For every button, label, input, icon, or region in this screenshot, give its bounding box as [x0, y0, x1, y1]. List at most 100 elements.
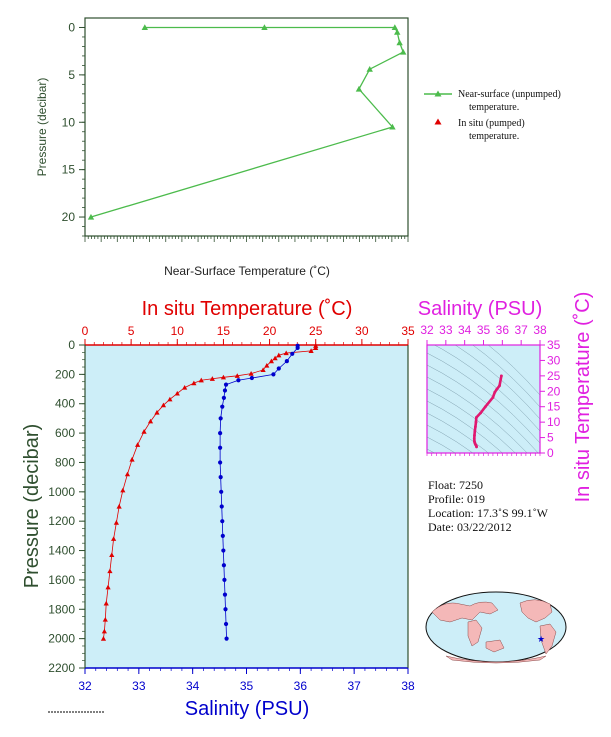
ts-density-contour: [427, 352, 540, 444]
float-position-marker: ★: [537, 634, 545, 644]
pressure-tick-label: 400: [55, 397, 75, 411]
near-surface-y-tick-label: 20: [62, 210, 76, 224]
salinity-point: [218, 445, 223, 450]
salinity-point: [221, 548, 226, 553]
temperature-axis-title: In situ Temperature (˚C): [142, 298, 353, 320]
salinity-point: [222, 577, 227, 583]
ts-temperature-tick-label: 25: [547, 369, 561, 383]
temperature-point: [113, 520, 119, 525]
profile-date: Date: 03/22/2012: [428, 520, 512, 534]
temperature-point: [209, 376, 215, 381]
near-surface-point: [366, 65, 373, 72]
salinity-point: [219, 489, 224, 494]
ts-density-contour: [427, 364, 539, 453]
salinity-tick-label: 33: [132, 679, 146, 693]
temperature-point: [147, 418, 154, 424]
temperature-point: [276, 352, 282, 358]
ts-density-contour: [434, 345, 540, 432]
temperature-tick-label: 25: [309, 324, 323, 338]
salinity-tick-label: 38: [401, 679, 415, 693]
temperature-point: [167, 396, 173, 402]
temperature-point: [141, 429, 147, 434]
map-eurasia: [431, 601, 499, 623]
ts-salinity-tick-label: 33: [439, 323, 453, 337]
float-info: Float: 7250 Profile: 019 Location: 17.3˚…: [428, 478, 549, 534]
near-surface-legend: Near-surface (unpumped) temperature. In …: [424, 89, 561, 142]
ts-density-contour: [454, 345, 540, 420]
salinity-point: [222, 388, 228, 393]
near-surface-point: [87, 213, 95, 220]
temperature-point: [120, 487, 126, 493]
temperature-point: [198, 377, 204, 383]
pressure-tick-label: 1200: [48, 514, 75, 528]
map-north-america: [519, 599, 553, 623]
ts-density-contour: [427, 388, 516, 453]
ts-point: [493, 390, 497, 394]
salinity-profile-line: [219, 345, 299, 639]
map-africa: [467, 619, 483, 647]
pressure-tick-label: 1400: [48, 544, 75, 558]
near-surface-point: [396, 39, 403, 46]
map-antarctica: [445, 655, 547, 664]
ts-point: [499, 374, 503, 378]
ts-salinity-tick-label: 38: [533, 323, 547, 337]
ts-point: [483, 405, 487, 409]
near-surface-point: [141, 24, 149, 31]
ts-point: [498, 384, 501, 388]
temperature-series: [100, 343, 319, 641]
pressure-tick-label: 2000: [48, 632, 75, 646]
ts-salinity-tick-label: 34: [458, 323, 472, 337]
temperature-tick-label: 0: [82, 324, 89, 338]
pressure-tick-label: 800: [55, 455, 75, 469]
float-number: Float: 7250: [428, 478, 483, 492]
salinity-point: [220, 533, 225, 538]
float-location: Location: 17.3˚S 99.1˚W: [428, 506, 549, 520]
temperature-point: [268, 358, 275, 364]
near-surface-y-tick-label: 10: [62, 115, 76, 129]
ts-density-contour: [427, 436, 456, 453]
temperature-point: [234, 373, 240, 378]
temperature-point: [174, 390, 180, 396]
map-land: [431, 599, 557, 664]
temperature-point: [111, 536, 117, 541]
salinity-point: [276, 366, 281, 371]
legend-pumped-label-2: temperature.: [469, 131, 519, 142]
temperature-point: [135, 442, 141, 447]
ts-density-contours: [427, 345, 540, 453]
pressure-tick-label: 1000: [48, 485, 75, 499]
ts-point: [495, 388, 499, 391]
legend-unpumped-label-2: temperature.: [469, 102, 519, 113]
near-surface-y-axis-label: Pressure (decibar): [35, 78, 49, 177]
near-surface-x-axis-label: Near-Surface Temperature (˚C): [164, 264, 330, 278]
ts-salinity-tick-label: 37: [514, 323, 528, 337]
near-surface-chart: 0 5 10 15 20 Pressure (decibar) Near-Surface…: [35, 17, 409, 278]
ts-density-contour: [472, 345, 540, 408]
temperature-point: [272, 355, 278, 361]
salinity-point: [220, 404, 225, 409]
ts-temperature-tick-label: 15: [547, 400, 561, 414]
temperature-point: [105, 584, 111, 590]
ts-profile-series: [472, 374, 503, 449]
map-south-america: [539, 623, 557, 655]
ts-density-contour: [488, 345, 540, 396]
ts-density-contour: [427, 412, 489, 453]
temperature-point: [124, 471, 131, 477]
salinity-tick-label: 36: [294, 679, 308, 693]
temperature-tick-label: 5: [128, 324, 135, 338]
near-surface-point: [391, 24, 399, 31]
temperature-point: [220, 374, 227, 380]
pressure-tick-label: 200: [55, 367, 75, 381]
near-surface-y-ticks: 0 5 10 15 20: [62, 20, 85, 237]
profile-plot-background: [85, 345, 408, 668]
legend-unpumped-marker: [434, 90, 442, 97]
ts-point: [474, 425, 477, 429]
temperature-point: [260, 367, 266, 373]
salinity-tick-label: 34: [186, 679, 200, 693]
legend-pumped-marker: [434, 118, 442, 125]
salinity-point: [218, 475, 223, 480]
ts-salinity-tick-label: 36: [496, 323, 510, 337]
near-surface-point: [355, 85, 363, 92]
salinity-point: [218, 416, 223, 421]
temperature-tick-label: 15: [217, 324, 231, 338]
